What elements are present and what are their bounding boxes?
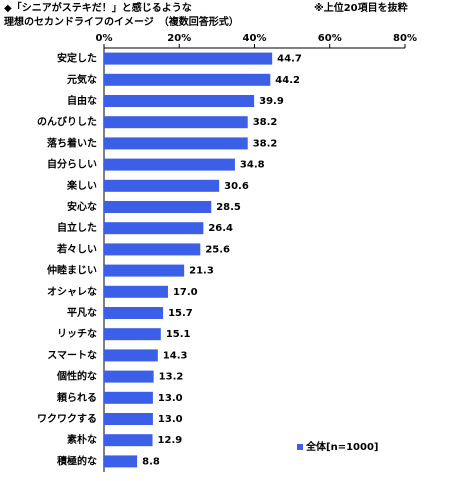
value-label: 15.1 [166,329,191,340]
bar [104,73,271,86]
y-tick-label: 安心な [67,200,97,213]
value-label: 13.2 [159,372,184,383]
value-label: 30.6 [224,181,249,192]
value-label: 38.2 [253,117,278,128]
x-tick-label: 60% [318,33,342,44]
y-tick-label: 平凡な [67,307,97,319]
value-label: 44.2 [275,75,300,86]
chart-title: 理想のセカンドライフのイメージ （複数回答形式） [4,15,239,28]
bar [104,243,201,256]
value-label: 14.3 [163,350,188,361]
bar [104,52,273,65]
y-tick-label: 楽しい [66,179,97,192]
y-tick-label: 安定した [57,52,97,65]
value-label: 34.8 [240,160,265,171]
bar [104,328,161,341]
x-tick-label: 20% [167,33,191,44]
y-tick-label: リッチな [57,328,97,340]
value-label: 39.9 [259,96,284,107]
bar [104,285,168,298]
value-label: 15.7 [168,308,193,319]
y-tick-label: 自由な [67,94,97,107]
value-label: 13.0 [158,393,183,404]
value-label: 21.3 [189,266,214,277]
value-label: 38.2 [253,138,278,149]
value-label: 26.4 [208,223,233,234]
y-tick-label: オシャレな [47,286,97,298]
annotation: ※上位20項目を抜粋 [314,1,408,14]
x-tick-label: 80% [393,33,417,44]
value-label: 17.0 [173,287,198,298]
legend-label: 全体[n=1000] [305,440,378,453]
value-label: 12.9 [158,435,183,446]
y-tick-label: スマートな [47,349,97,361]
bar [104,179,220,192]
y-tick-label: 若々しい [56,242,97,255]
y-tick-label: 元気な [67,73,97,86]
value-label: 44.7 [277,54,302,65]
y-tick-label: ワクワクする [37,413,97,425]
y-tick-label: 仲睦まじい [47,264,97,277]
y-tick-label: 素朴な [67,433,97,446]
bar [104,349,158,362]
y-tick-label: 自分らしい [47,158,97,171]
y-tick-label: のんびりした [37,115,97,128]
bar [104,222,204,235]
y-tick-label: 自立した [57,221,97,234]
bar [104,413,153,425]
y-tick-label: 積極的な [56,454,97,467]
value-label: 13.0 [158,414,183,425]
value-label: 8.8 [142,456,160,467]
x-tick-label: 40% [243,33,267,44]
bar [104,307,164,319]
y-tick-label: 個性的な [56,370,97,383]
bar [104,455,138,468]
value-label: 28.5 [216,202,241,213]
y-tick-label: 落ち着いた [47,136,97,149]
bar [104,158,235,171]
bar [104,137,248,150]
y-tick-label: 頼られる [56,391,97,404]
bar [104,95,255,107]
x-tick-label: 0% [96,33,113,44]
bar [104,116,248,129]
bar [104,201,212,213]
bar [104,434,153,447]
value-label: 25.6 [205,244,230,255]
bar [104,264,185,277]
chart-title: ◆「シニアがステキだ！」と感じるような [4,1,192,14]
legend-swatch [297,444,303,450]
bar [104,370,154,383]
bar [104,391,153,404]
